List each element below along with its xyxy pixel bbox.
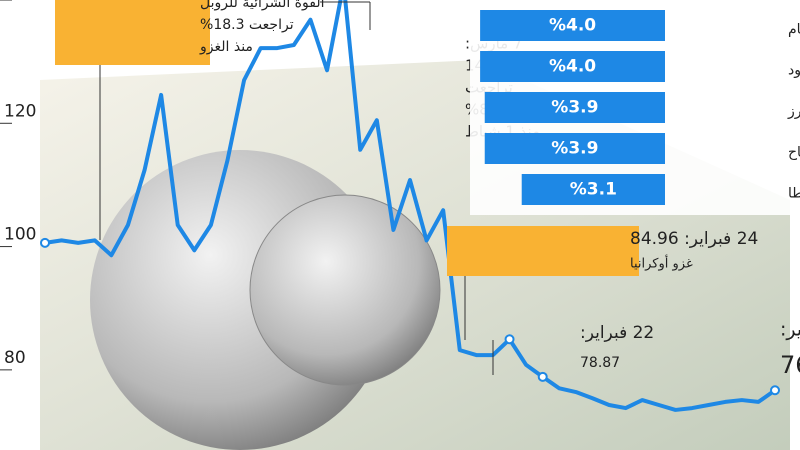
category-label: بطاطا — [788, 186, 800, 202]
category-label: ملح الطعام — [788, 22, 800, 38]
bar — [484, 133, 665, 164]
category-label: أرز — [787, 102, 800, 120]
bar — [484, 92, 665, 123]
annotation-text: غزو أوكرانيا — [630, 255, 693, 272]
ruble-coin — [249, 194, 441, 386]
category-label: تفاح — [788, 145, 800, 161]
value-label: %4.0 — [549, 16, 596, 36]
category-label: شاي أسود — [788, 61, 800, 79]
point — [537, 371, 548, 382]
y-tick-label: 80 — [4, 348, 26, 368]
value-label: %3.1 — [570, 180, 617, 200]
point — [40, 237, 50, 248]
annotation-box — [447, 226, 639, 276]
annotation-text: 24 فبراير: 84.96 — [630, 229, 758, 249]
annotation-text: القوة الشرائية للروبل — [200, 0, 324, 11]
value-label: %3.9 — [551, 139, 598, 159]
bar — [480, 51, 665, 82]
bar — [521, 174, 665, 205]
annotation-text: 78.87 — [580, 355, 620, 371]
annotation-text: 22 فبراير: — [580, 323, 654, 343]
bar — [480, 10, 665, 41]
price-line — [44, 0, 777, 412]
annotation-box — [55, 0, 210, 65]
y-tick-label: 120 — [4, 101, 36, 121]
point — [770, 385, 780, 396]
point — [504, 334, 515, 345]
value-label: %3.9 — [551, 98, 598, 118]
y-tick-label: 100 — [4, 225, 36, 245]
annotation-text: منذ الغزو — [199, 39, 253, 55]
annotation-text: 76.69 — [780, 351, 800, 379]
annotation-text: تراجعت 18.3% — [200, 17, 294, 33]
value-label: %4.0 — [549, 57, 596, 77]
annotation-text: 1 فبراير: — [780, 319, 800, 341]
